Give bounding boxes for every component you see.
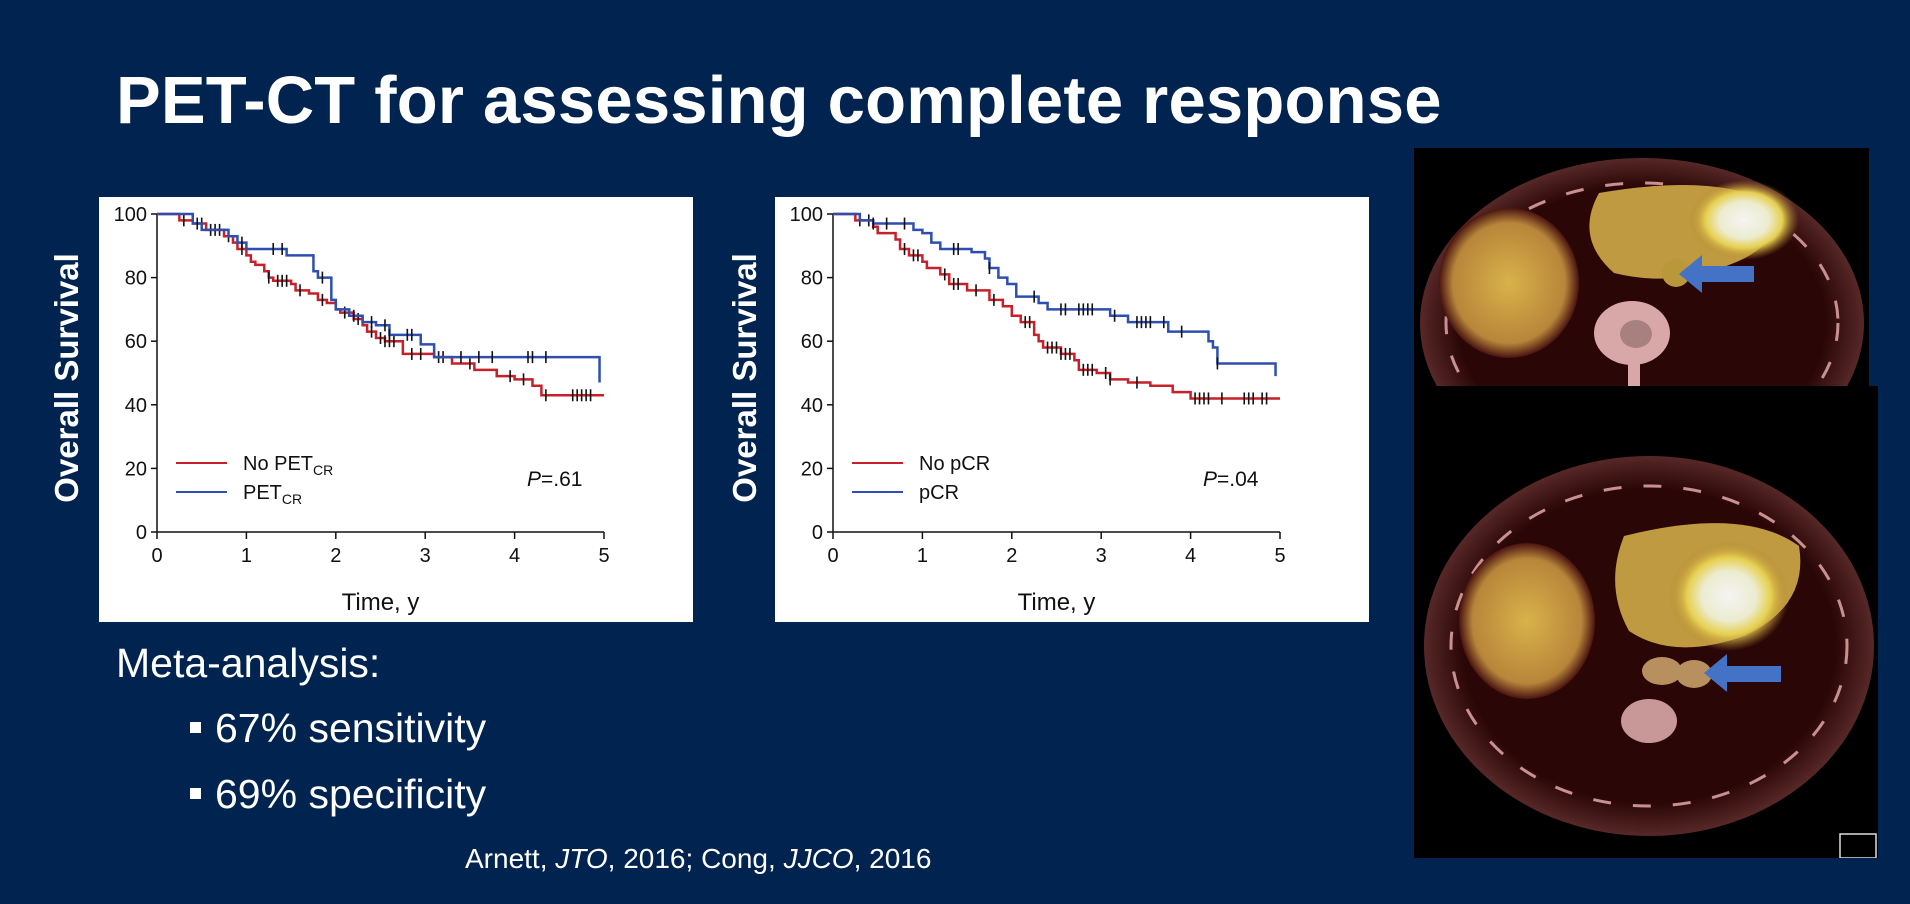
legend-label: No PETCR <box>243 453 333 478</box>
pet-ct-image-bottom <box>1414 386 1878 858</box>
bullet-square-icon <box>190 787 201 799</box>
legend-label: No pCR <box>919 453 990 475</box>
y-tick-label: 80 <box>801 268 823 290</box>
x-axis-label: Time, y <box>1018 589 1096 616</box>
slide-title: PET-CT for assessing complete response <box>116 63 1442 138</box>
journal-name: JTO <box>555 843 608 874</box>
series-line-blue <box>157 212 601 383</box>
y-tick-label: 40 <box>801 395 823 417</box>
survival-chart-pcr: 0 20 40 60 80 100 0 1 2 3 4 5 Time, y No pCR pCR P=.04 <box>775 197 1369 622</box>
x-tick-label: 2 <box>1006 545 1017 567</box>
legend-subscript: CR <box>313 462 333 478</box>
x-tick-label: 5 <box>1274 545 1285 567</box>
citation-text: Arnett, <box>465 843 556 874</box>
survival-chart-pet-cr: 0 20 40 60 80 100 0 1 2 3 4 5 Time, y No PETCR PETCR P=… <box>99 197 693 622</box>
x-tick-label: 0 <box>151 545 162 567</box>
x-tick-label: 2 <box>330 545 341 567</box>
chart-svg: 0 20 40 60 80 100 0 1 2 3 4 5 Time, y No pCR pCR P=.04 <box>790 204 1286 616</box>
meta-analysis-heading: Meta-analysis: <box>116 640 381 686</box>
x-tick-label: 5 <box>598 545 609 567</box>
x-tick-label: 4 <box>1185 545 1196 567</box>
y-tick-label: 0 <box>812 522 823 544</box>
pet-ct-scan <box>1414 386 1878 858</box>
y-axis-label: Overall Survival <box>726 253 763 503</box>
legend-label: PETCR <box>243 482 302 507</box>
p-number: =.61 <box>541 468 582 491</box>
p-label: P <box>527 468 541 491</box>
series-line-red <box>157 212 604 397</box>
x-tick-label: 3 <box>1096 545 1107 567</box>
x-tick-label: 1 <box>917 545 928 567</box>
y-tick-label: 80 <box>125 268 147 290</box>
x-tick-label: 4 <box>509 545 520 567</box>
y-tick-label: 100 <box>114 204 147 226</box>
legend-subscript: CR <box>282 491 302 507</box>
y-tick-label: 20 <box>125 458 147 480</box>
y-tick-label: 0 <box>136 522 147 544</box>
bullet-text: 69% specificity <box>215 771 487 817</box>
x-tick-label: 1 <box>241 545 252 567</box>
arrow-icon <box>1704 654 1781 692</box>
y-tick-label: 40 <box>125 395 147 417</box>
citation-text: , 2016; Cong, <box>607 843 784 874</box>
x-axis-label: Time, y <box>342 589 420 616</box>
orientation-marker-icon <box>1839 833 1877 858</box>
y-tick-label: 60 <box>801 331 823 353</box>
legend-label: pCR <box>919 482 959 504</box>
y-axis-label: Overall Survival <box>48 253 85 503</box>
citation: Arnett, JTO, 2016; Cong, JJCO, 2016 <box>465 843 931 875</box>
bullet-text: 67% sensitivity <box>215 705 487 751</box>
journal-name: JJCO <box>783 843 854 874</box>
chart-svg: 0 20 40 60 80 100 0 1 2 3 4 5 Time, y No PETCR PETCR P=… <box>114 204 610 616</box>
bullet-square-icon <box>190 721 201 733</box>
citation-text: , 2016 <box>853 843 932 874</box>
p-value: P=.61 <box>527 468 582 491</box>
series-line-blue <box>833 212 1277 377</box>
x-tick-label: 0 <box>827 545 838 567</box>
y-tick-label: 20 <box>801 458 823 480</box>
bullet-specificity: 69% specificity <box>190 771 486 818</box>
series-line-red <box>833 212 1280 400</box>
p-value: P=.04 <box>1203 468 1259 491</box>
arrow-icon <box>1679 255 1754 293</box>
x-tick-label: 3 <box>420 545 431 567</box>
bullet-sensitivity: 67% sensitivity <box>190 705 486 752</box>
y-tick-label: 100 <box>790 204 823 226</box>
y-tick-label: 60 <box>125 331 147 353</box>
p-number: =.04 <box>1217 468 1259 491</box>
p-label: P <box>1203 468 1217 491</box>
